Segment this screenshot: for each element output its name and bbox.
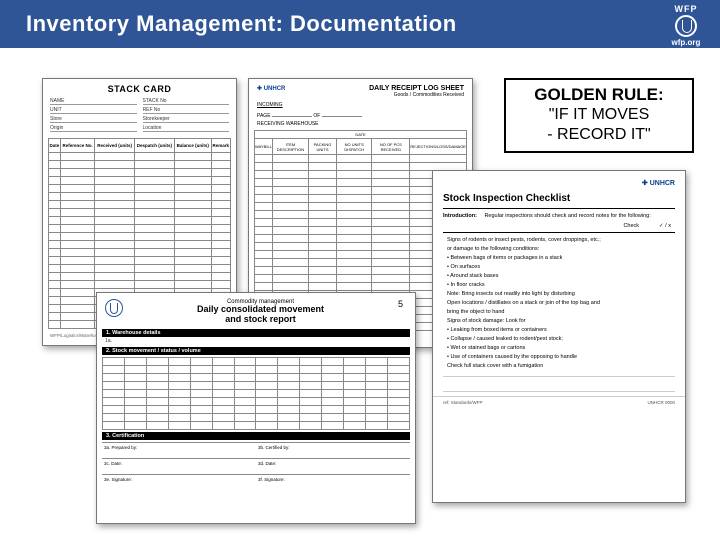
checklist-intro: Introduction: Regular inspections should… [433,211,685,221]
receipt-log-section2: RECEIVING WAREHOUSE [257,121,464,127]
checklist-col-headers: Check ✓ / x [433,221,685,230]
wfp-logo-icon [105,299,123,317]
golden-rule-callout: GOLDEN RULE: "IF IT MOVES - RECORD IT" [504,78,694,153]
golden-rule-line1: GOLDEN RULE: [510,84,688,105]
checklist-footer: ref: Standards/WFP UNHCR 0000 [433,396,685,408]
s3-band3: 3. Certification [102,432,410,440]
title-bar: Inventory Management: Documentation WFP … [0,0,720,48]
unhcr-logo: ✚ UNHCR [257,85,285,92]
s3-title-l2: and stock report [129,315,392,325]
golden-rule-line2: "IF IT MOVES [510,105,688,125]
receipt-log-page: PAGE OF [257,110,464,119]
s3-signatures: 3a. Prepared by:3b. Certified by:3c. Dat… [102,442,410,490]
s3-band1-line: 1a. [97,337,415,345]
slide-title: Inventory Management: Documentation [0,11,457,37]
divider [443,232,675,233]
wfp-logo-icon [675,15,697,37]
s3-number: 5 [398,299,407,309]
checklist-blank-area [443,376,675,392]
stack-card-meta: NAMESTACK No UNITREF No StoreStorekeeper… [43,96,236,138]
divider [443,208,675,209]
s3-band2: 2. Stock movement / status / volume [102,347,410,355]
receipt-log-title: DAILY RECEIPT LOG SHEET Goods / Commodit… [369,85,464,98]
checklist-items: Signs of rodents or insect pests, rodent… [433,235,685,374]
s3-table [102,357,410,430]
doc-daily-consolidated-movement: Commodity management Daily consolidated … [96,292,416,524]
unhcr-logo: ✚ UNHCR [642,179,675,187]
wfp-logo-text-top: WFP [662,4,710,14]
receipt-log-section1: INCOMING [257,102,464,108]
wfp-logo: WFP wfp.org [662,4,710,47]
s3-band1: 1. Warehouse details [102,329,410,337]
wfp-logo-text-bottom: wfp.org [662,38,710,47]
golden-rule-line3: - RECORD IT" [510,125,688,145]
doc-stock-inspection-checklist: ✚ UNHCR Stock Inspection Checklist Intro… [432,170,686,503]
checklist-title: Stock Inspection Checklist [433,189,685,206]
slide-stage: Inventory Management: Documentation WFP … [0,0,720,540]
stack-card-title: STACK CARD [43,79,236,96]
